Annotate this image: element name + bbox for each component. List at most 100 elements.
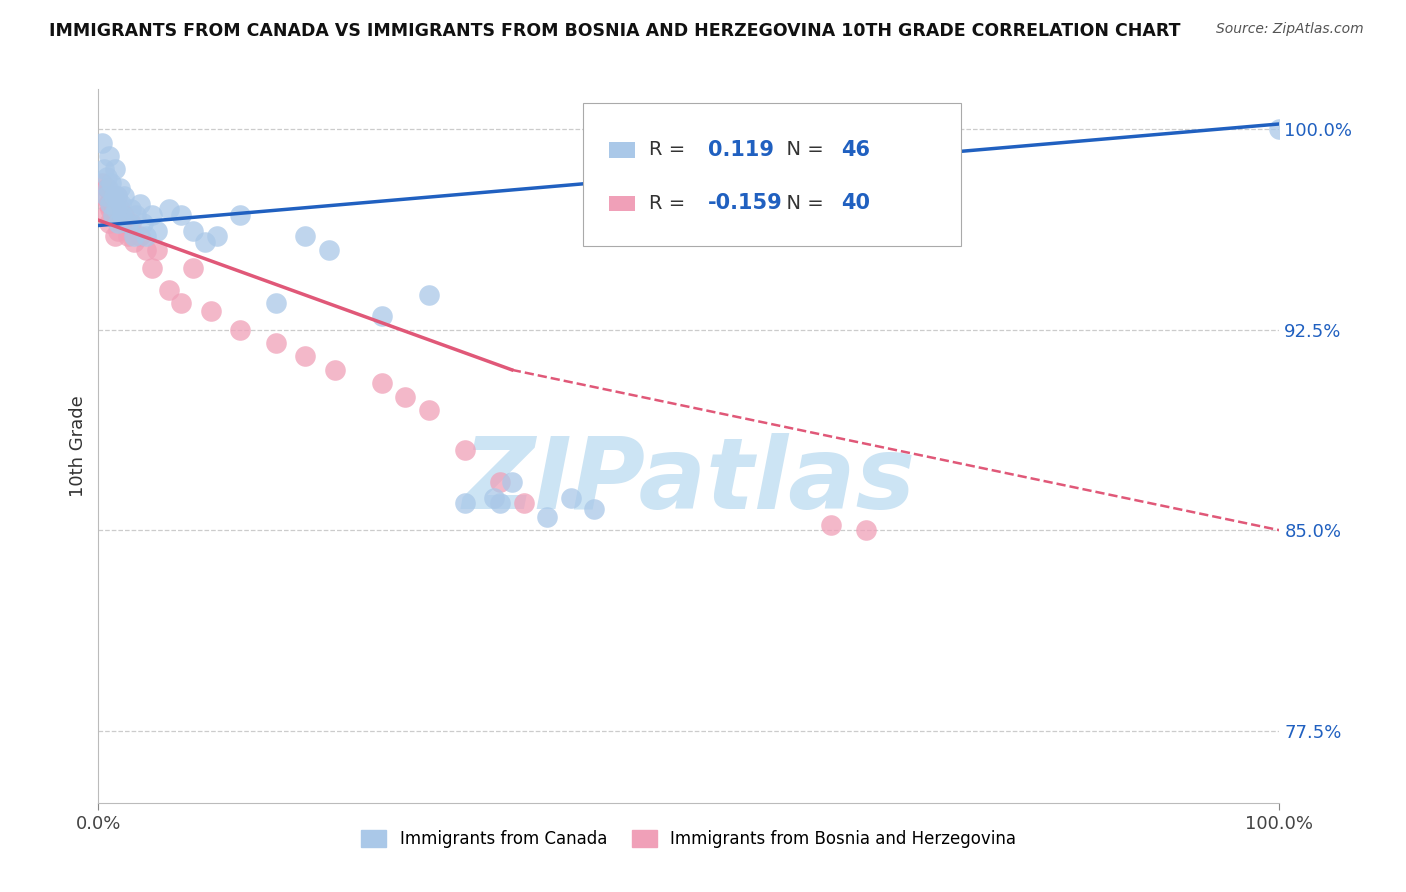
Text: R =: R =: [648, 140, 692, 160]
Point: [105, 189, 128, 203]
Text: R =: R =: [648, 194, 692, 213]
Point: [453, 496, 475, 510]
Point: [146, 224, 169, 238]
Point: [103, 189, 125, 203]
Point: [536, 509, 558, 524]
Point: [146, 243, 169, 257]
Point: [98, 197, 121, 211]
Point: [394, 390, 416, 404]
Point: [107, 216, 129, 230]
Point: [97, 197, 120, 211]
Point: [100, 189, 122, 203]
Point: [91, 176, 114, 190]
Point: [181, 261, 204, 276]
Point: [194, 235, 217, 249]
Point: [122, 229, 145, 244]
Point: [96, 181, 118, 195]
Point: [170, 208, 193, 222]
Point: [100, 176, 122, 190]
Point: [229, 208, 252, 222]
Point: [101, 208, 124, 222]
Point: [318, 243, 340, 257]
Point: [141, 261, 163, 276]
Point: [560, 491, 582, 505]
Point: [200, 304, 222, 318]
Point: [108, 181, 131, 195]
Point: [97, 181, 120, 195]
Point: [110, 197, 132, 211]
Point: [98, 216, 121, 230]
Point: [583, 501, 606, 516]
Point: [101, 208, 124, 222]
Point: [111, 216, 134, 230]
Point: [128, 229, 150, 244]
Point: [132, 216, 155, 230]
Point: [94, 208, 117, 222]
Point: [93, 162, 115, 177]
FancyBboxPatch shape: [609, 195, 634, 211]
Point: [157, 202, 180, 217]
Point: [489, 475, 512, 489]
Point: [112, 208, 135, 222]
Point: [323, 363, 346, 377]
Point: [141, 208, 163, 222]
Point: [294, 229, 316, 244]
Text: IMMIGRANTS FROM CANADA VS IMMIGRANTS FROM BOSNIA AND HERZEGOVINA 10TH GRADE CORR: IMMIGRANTS FROM CANADA VS IMMIGRANTS FRO…: [49, 22, 1181, 40]
Point: [108, 202, 131, 217]
Point: [489, 496, 512, 510]
Point: [128, 197, 150, 211]
Point: [418, 288, 440, 302]
Point: [125, 208, 148, 222]
FancyBboxPatch shape: [609, 142, 634, 158]
Y-axis label: 10th Grade: 10th Grade: [69, 395, 87, 497]
Point: [112, 189, 135, 203]
Text: 0.119: 0.119: [707, 140, 773, 160]
Point: [105, 208, 128, 222]
Point: [371, 310, 394, 324]
Point: [820, 517, 842, 532]
Point: [117, 229, 139, 244]
FancyBboxPatch shape: [582, 103, 960, 246]
Point: [294, 350, 316, 364]
Point: [264, 336, 287, 351]
Point: [105, 189, 128, 203]
Point: [205, 229, 228, 244]
Point: [105, 202, 128, 217]
Point: [135, 229, 157, 244]
Point: [91, 136, 114, 150]
Point: [103, 197, 125, 211]
Point: [170, 296, 193, 310]
Point: [371, 376, 394, 391]
Text: -0.159: -0.159: [707, 194, 783, 213]
Point: [98, 202, 121, 217]
Point: [94, 189, 117, 203]
Point: [157, 283, 180, 297]
Point: [121, 216, 143, 230]
Point: [135, 243, 157, 257]
Point: [121, 202, 143, 217]
Point: [93, 189, 115, 203]
Text: Source: ZipAtlas.com: Source: ZipAtlas.com: [1216, 22, 1364, 37]
Point: [107, 224, 129, 238]
Point: [96, 170, 118, 185]
Point: [501, 475, 523, 489]
Point: [418, 403, 440, 417]
Point: [1268, 122, 1291, 136]
Text: ZIPatlas: ZIPatlas: [463, 434, 915, 530]
Point: [104, 229, 127, 244]
Point: [855, 523, 877, 537]
Point: [117, 216, 139, 230]
Text: 40: 40: [841, 194, 870, 213]
Text: N =: N =: [773, 194, 830, 213]
Point: [181, 224, 204, 238]
Text: N =: N =: [773, 140, 830, 160]
Legend: Immigrants from Canada, Immigrants from Bosnia and Herzegovina: Immigrants from Canada, Immigrants from …: [354, 823, 1024, 855]
Point: [98, 149, 121, 163]
Point: [122, 235, 145, 249]
Point: [482, 491, 505, 505]
Point: [453, 442, 475, 457]
Point: [104, 162, 127, 177]
Text: 46: 46: [841, 140, 870, 160]
Point: [111, 208, 134, 222]
Point: [264, 296, 287, 310]
